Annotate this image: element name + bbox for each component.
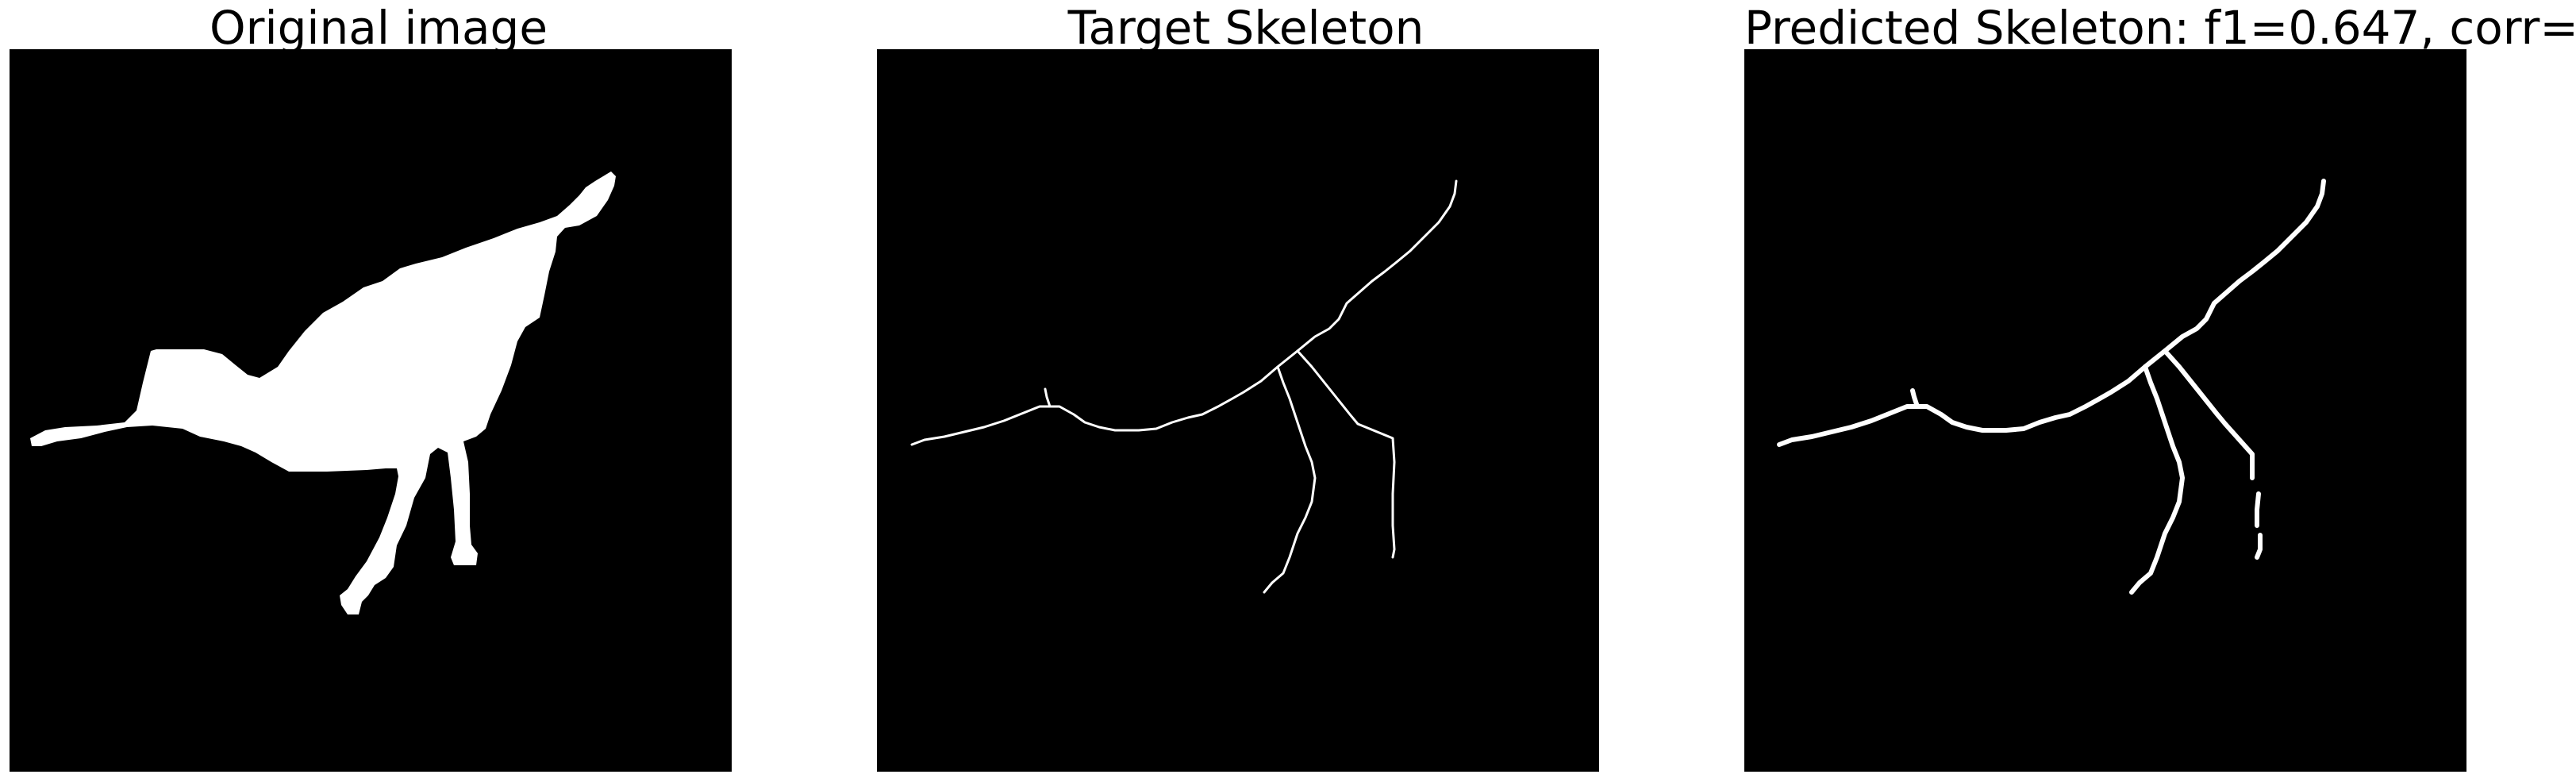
target-skeleton-image — [877, 49, 1599, 772]
panel-predicted-skeleton: Predicted Skeleton: f1=0.647, corr=0.686 — [1744, 0, 2576, 782]
predicted-skeleton-head-branch — [1910, 388, 1920, 409]
target-skeleton-leg-front — [1263, 365, 1317, 594]
panel-title: Predicted Skeleton: f1=0.647, corr=0.686 — [1744, 1, 2576, 55]
predicted-skeleton-leg-front — [2129, 364, 2185, 595]
target-skeleton-leg-rear — [1296, 349, 1396, 559]
panel-title: Original image — [209, 1, 548, 55]
bird-silhouette-image — [10, 49, 732, 772]
predicted-skeleton-leg-rear-fragment-1 — [2255, 491, 2261, 528]
predicted-skeleton-spine — [1777, 179, 2326, 447]
panel-title: Target Skeleton — [1067, 1, 1424, 55]
predicted-skeleton-image — [1744, 49, 2466, 772]
target-skeleton-head-branch — [1044, 387, 1052, 408]
predicted-skeleton-leg-rear-fragment-2 — [2255, 533, 2263, 560]
predicted-skeleton-leg-rear — [2163, 349, 2255, 480]
bird-body-shape — [30, 171, 616, 614]
predicted-skeleton-frame — [1744, 49, 2466, 772]
target-skeleton-frame — [877, 49, 1599, 772]
target-skeleton-spine — [910, 179, 1458, 446]
original-image-frame — [10, 49, 732, 772]
panel-original-image: Original image — [10, 0, 748, 782]
panel-target-skeleton: Target Skeleton — [877, 0, 1615, 782]
